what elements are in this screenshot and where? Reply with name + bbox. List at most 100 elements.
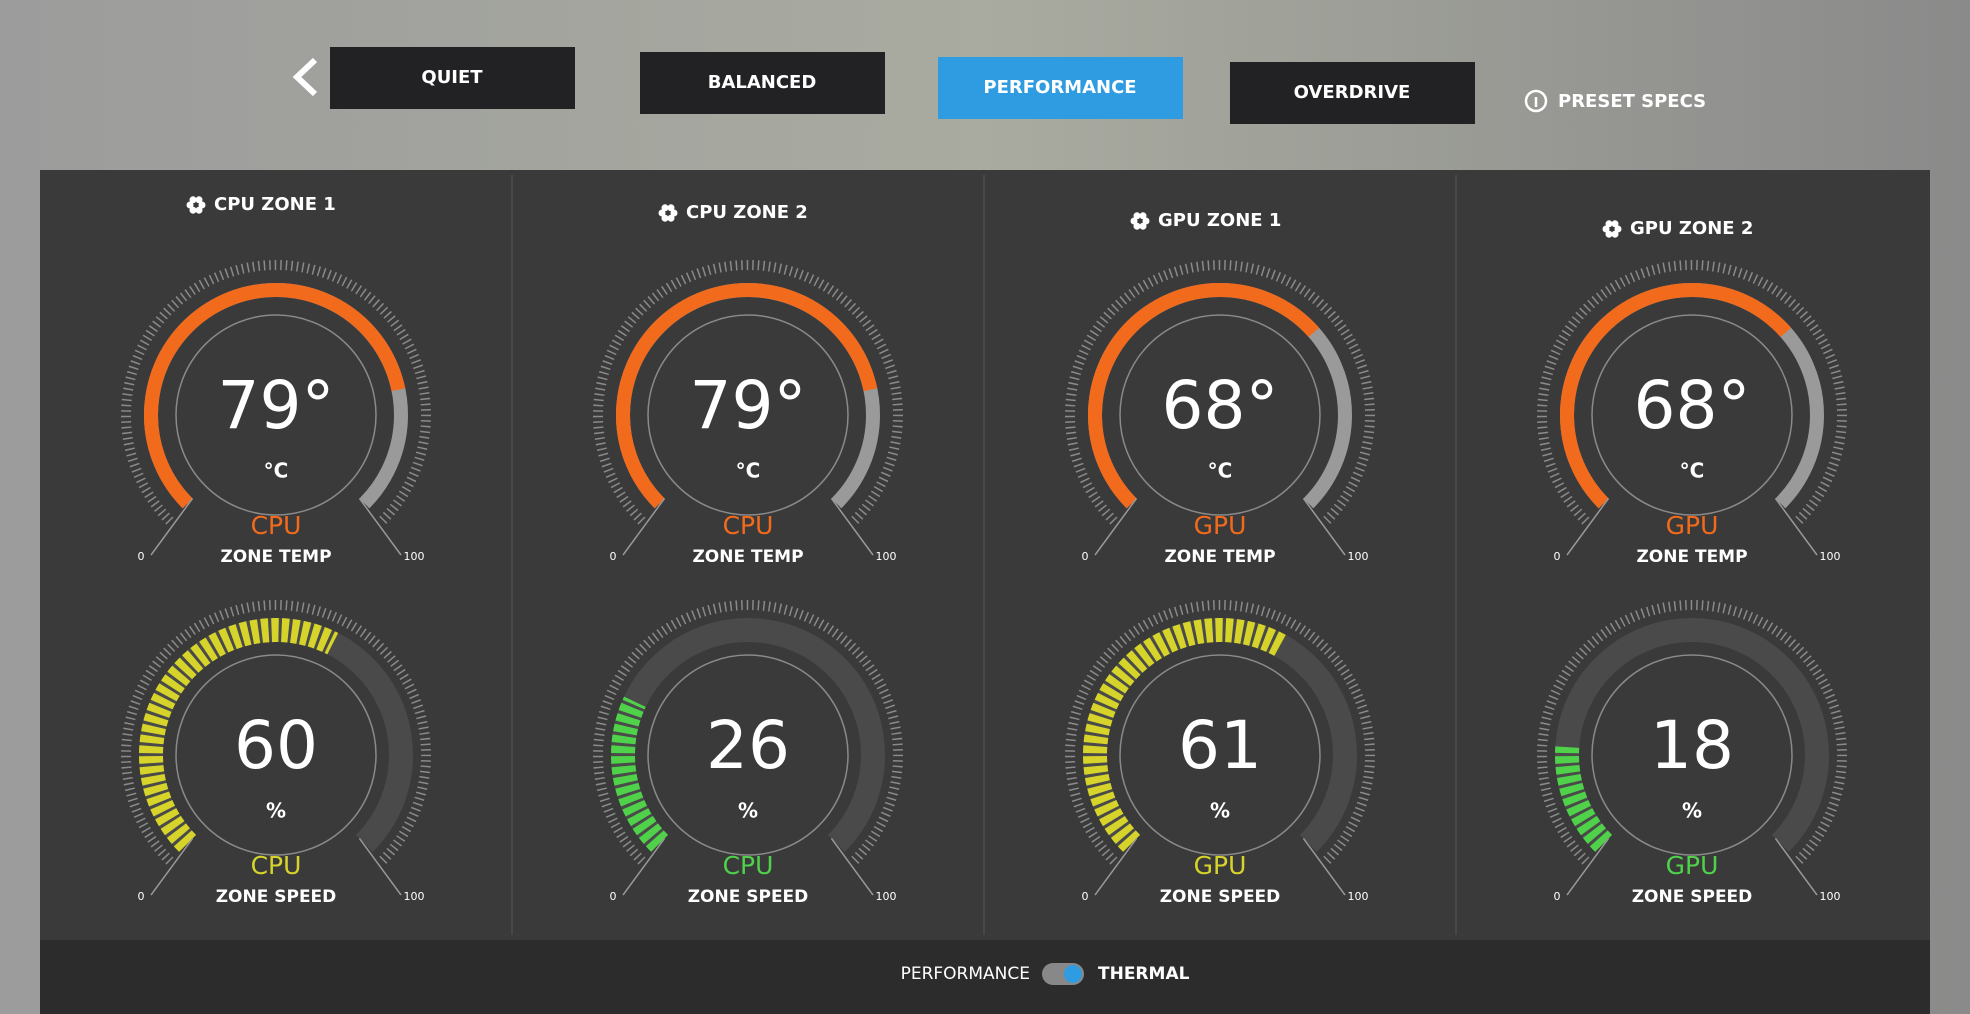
gauge-value-arc	[139, 618, 339, 852]
gauge-caption: ZONE TEMP	[692, 547, 803, 567]
gauge-caption: ZONE SPEED	[1632, 887, 1753, 907]
gauge-min: 0	[610, 550, 617, 563]
fan-icon	[1130, 217, 1138, 225]
panel	[40, 170, 1930, 940]
fan-icon	[1605, 220, 1613, 228]
gauge-value: 79°	[690, 367, 807, 444]
gauge-leg	[830, 837, 874, 896]
gauge-min: 0	[138, 890, 145, 903]
tick-ring	[593, 260, 903, 525]
fan-icon	[667, 204, 675, 212]
gauge-leg	[1302, 837, 1346, 896]
gauge-max: 100	[876, 550, 897, 563]
gauge-inner	[175, 654, 377, 856]
gauge-value: 68°	[1162, 367, 1279, 444]
preset-label[interactable]: PERFORMANCE	[983, 77, 1136, 98]
fan-icon	[189, 206, 197, 214]
gauge-value-arc	[144, 283, 406, 509]
gauge-inner	[647, 314, 849, 516]
gauge-leg	[1774, 497, 1818, 556]
fan-icon	[1611, 230, 1619, 238]
fan-icon	[1142, 217, 1150, 225]
gauge-inner	[1119, 314, 1321, 516]
gauge-value-arc	[1560, 283, 1792, 509]
fan-icon	[658, 209, 666, 217]
tick-ring	[121, 260, 431, 525]
gauge-leg	[1302, 497, 1346, 556]
gauge-label: GPU	[1666, 851, 1719, 880]
preset-button[interactable]	[640, 52, 885, 114]
tick-ring	[121, 600, 431, 865]
gauge-value: 79°	[218, 367, 335, 444]
gauge-value-arc	[1555, 746, 1613, 852]
gauge-min: 0	[1554, 890, 1561, 903]
gauge-inner	[175, 314, 377, 516]
tick-ring	[593, 600, 903, 865]
gauge-label: CPU	[723, 851, 774, 880]
fan-icon	[1133, 222, 1141, 230]
tick-ring	[1065, 260, 1375, 525]
gauge-leg	[358, 837, 402, 896]
gauge-value: 61	[1178, 707, 1262, 784]
fan-icon	[661, 214, 669, 222]
gauge-inner	[1591, 654, 1793, 856]
gauge-caption: ZONE SPEED	[688, 887, 809, 907]
toggle-label: THERMAL	[1098, 964, 1190, 984]
gauge-unit: °C	[264, 459, 289, 483]
fan-icon	[1614, 225, 1622, 233]
gauge-label: GPU	[1666, 511, 1719, 540]
gauge-inner	[1119, 654, 1321, 856]
gauge-inner	[1591, 314, 1793, 516]
tick-ring	[1537, 260, 1847, 525]
zone-title: CPU ZONE 2	[686, 202, 808, 223]
fan-icon	[189, 196, 197, 204]
preset-button[interactable]	[1230, 62, 1475, 124]
gauge-unit: °C	[1680, 459, 1705, 483]
fan-icon	[198, 201, 206, 209]
gauge-caption: ZONE TEMP	[220, 547, 331, 567]
preset-button[interactable]	[938, 57, 1183, 119]
preset-specs[interactable]: PRESET SPECS	[1558, 91, 1706, 112]
fan-icon	[195, 206, 203, 214]
preset-label[interactable]: QUIET	[421, 67, 483, 88]
gauge-value-arc	[1088, 283, 1320, 509]
gauge-min: 0	[1082, 550, 1089, 563]
gauge-value-arc	[616, 283, 878, 509]
gauge-caption: ZONE SPEED	[216, 887, 337, 907]
gauge-unit: %	[1210, 799, 1230, 823]
gauge-leg	[1774, 837, 1818, 896]
fan-icon	[670, 209, 678, 217]
gauge-label: GPU	[1194, 511, 1247, 540]
preset-label[interactable]: BALANCED	[708, 72, 817, 93]
preset-label[interactable]: OVERDRIVE	[1294, 82, 1411, 103]
zone-title: CPU ZONE 1	[214, 194, 336, 215]
gauge-leg	[1566, 497, 1610, 556]
gauge-max: 100	[1820, 890, 1841, 903]
gauge-min: 0	[1082, 890, 1089, 903]
preset-button[interactable]	[330, 47, 575, 109]
tick-ring	[1065, 600, 1375, 865]
gauge-leg	[150, 837, 194, 896]
footer-bar	[40, 940, 1930, 1014]
gauge-value-arc	[1083, 618, 1288, 852]
zone-title: GPU ZONE 2	[1630, 218, 1753, 239]
gauge-leg	[622, 497, 666, 556]
back-button[interactable]	[292, 57, 318, 97]
fan-icon	[186, 201, 194, 209]
gauge-max: 100	[1348, 890, 1369, 903]
gauge-max: 100	[1348, 550, 1369, 563]
fan-icon	[1139, 212, 1147, 220]
gauge-label: CPU	[251, 851, 302, 880]
info-icon[interactable]	[1524, 89, 1548, 113]
fan-icon	[1611, 220, 1619, 228]
gauge-unit: %	[738, 799, 758, 823]
gauge-max: 100	[404, 890, 425, 903]
gauge-unit: %	[266, 799, 286, 823]
gauge-min: 0	[1554, 550, 1561, 563]
gauge-leg	[830, 497, 874, 556]
gauge-value: 60	[234, 707, 318, 784]
toggle-knob	[1064, 965, 1082, 983]
gauge-unit: °C	[1208, 459, 1233, 483]
gauge-leg	[1566, 837, 1610, 896]
